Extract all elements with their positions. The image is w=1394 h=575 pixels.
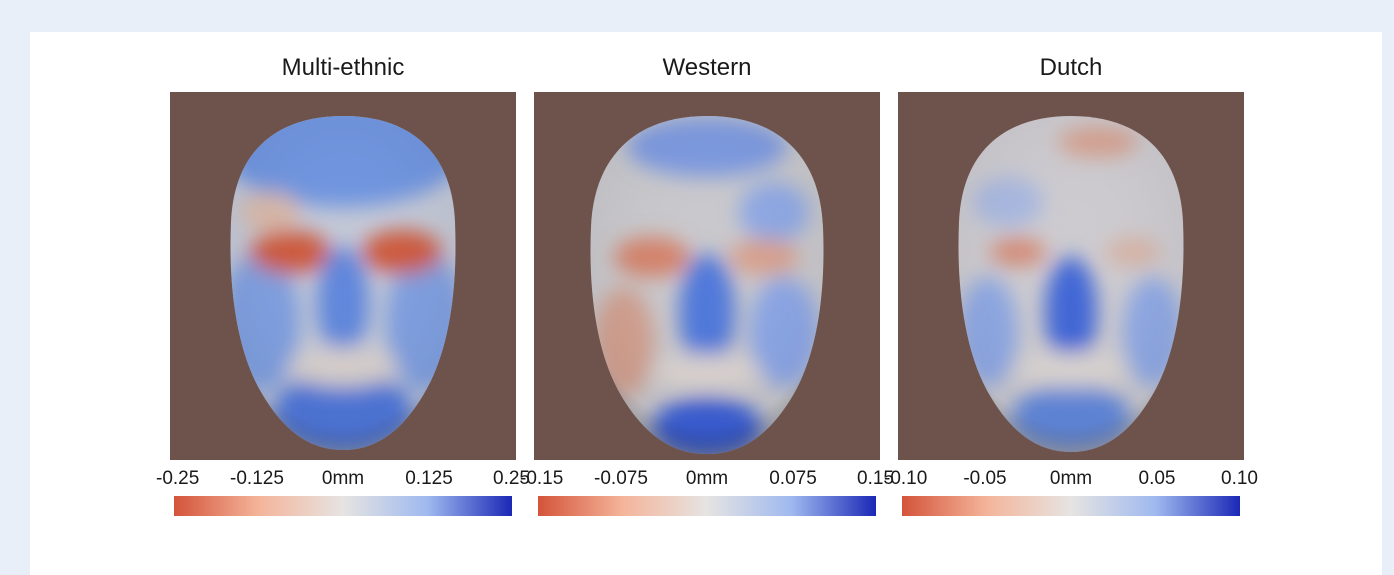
face-heatmap	[590, 116, 824, 454]
colorbar	[902, 496, 1240, 516]
panel-title: Dutch	[1039, 54, 1103, 81]
panel-title: Western	[662, 54, 752, 81]
face-image	[534, 92, 880, 460]
tick-label: 0mm	[685, 468, 729, 489]
tick-label: 0.25	[493, 468, 530, 489]
tick-label: 0mm	[321, 468, 365, 489]
tick-label: -0.15	[520, 468, 564, 489]
tick-label: -0.10	[884, 468, 928, 489]
colorbar	[538, 496, 876, 516]
tick-label: -0.125	[230, 468, 284, 489]
tick-label: 0mm	[1049, 468, 1093, 489]
tick-label: 0.125	[405, 468, 453, 489]
tick-label: 0.15	[857, 468, 894, 489]
tick-label: -0.075	[594, 468, 648, 489]
face-heatmap	[230, 116, 456, 450]
tick-label: 0.075	[769, 468, 817, 489]
panel-title: Multi-ethnic	[281, 54, 405, 81]
face-image	[898, 92, 1244, 460]
tick-label: -0.05	[963, 468, 1007, 489]
tick-label: 0.10	[1221, 468, 1258, 489]
colorbar	[174, 496, 512, 516]
colorbar-tick-labels: -0.10 -0.05 0mm 0.05 0.10	[884, 468, 1258, 492]
tick-label: 0.05	[1138, 468, 1176, 489]
tick-label: -0.25	[156, 468, 200, 489]
colorbar-tick-labels: -0.15 -0.075 0mm 0.075 0.15	[520, 468, 894, 492]
figure-card: Multi-ethnic	[30, 32, 1382, 575]
colorbar-tick-labels: -0.25 -0.125 0mm 0.125 0.25	[156, 468, 530, 492]
face-image	[170, 92, 516, 460]
face-heatmap	[958, 116, 1184, 452]
